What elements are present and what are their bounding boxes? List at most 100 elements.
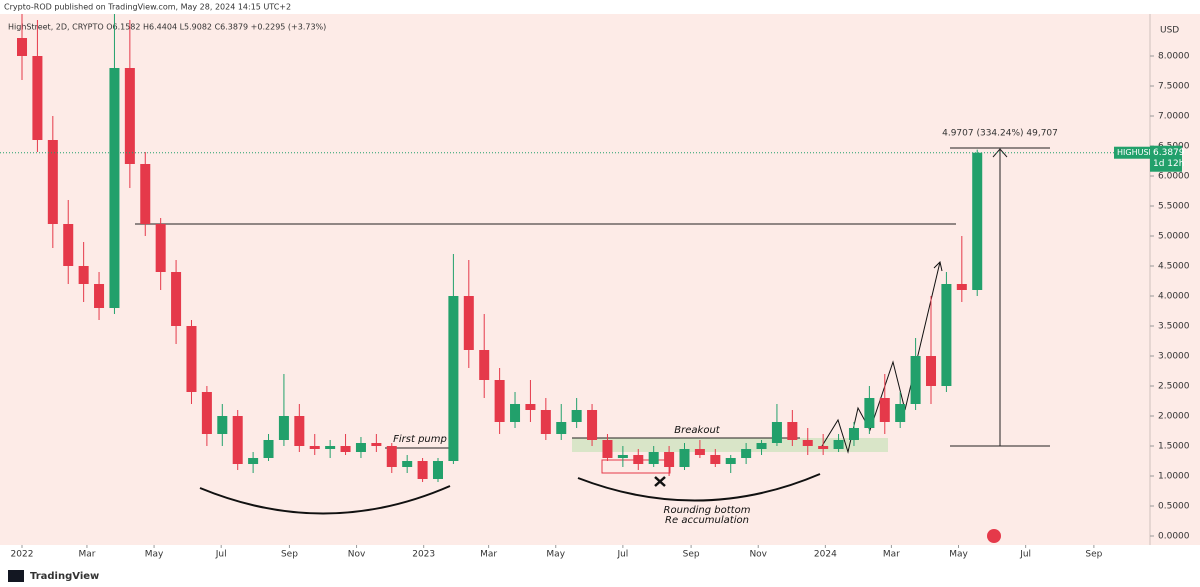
candle-body xyxy=(448,296,459,461)
candle-body xyxy=(833,440,844,449)
countdown: 1d 12h xyxy=(1153,159,1184,169)
candle-body xyxy=(895,404,906,422)
y-tick-label: 2.0000 xyxy=(1158,412,1190,422)
candle-body xyxy=(679,449,690,467)
candle-body xyxy=(263,440,274,458)
measure-label: 4.9707 (334.24%) 49,707 xyxy=(942,129,1058,139)
candle-body xyxy=(278,416,289,440)
annotation: Re accumulation xyxy=(665,515,749,526)
candle-body xyxy=(294,416,305,446)
candle-body xyxy=(510,404,521,422)
x-tick-label: 2022 xyxy=(11,550,34,560)
legend: HighStreet, 2D, CRYPTO O6.1582 H6.4404 L… xyxy=(8,23,326,32)
y-tick-label: 5.0000 xyxy=(1158,232,1190,242)
candle-body xyxy=(201,392,212,434)
candle-body xyxy=(540,410,551,434)
y-tick-label: 8.0000 xyxy=(1158,52,1190,62)
candle-body xyxy=(248,458,259,464)
candle-body xyxy=(910,356,921,404)
candle-body xyxy=(864,398,875,428)
candle-body xyxy=(155,224,166,272)
currency: USD xyxy=(1160,26,1179,36)
candle-body xyxy=(309,446,320,449)
candle-body xyxy=(664,452,675,467)
y-tick-label: 7.0000 xyxy=(1158,112,1190,122)
x-tick-label: Sep xyxy=(683,550,700,560)
y-tick-label: 3.0000 xyxy=(1158,352,1190,362)
candle-body xyxy=(124,68,135,164)
candle-body xyxy=(386,446,397,467)
candle-body xyxy=(771,422,782,443)
candle-body xyxy=(602,440,613,458)
brand: TradingView xyxy=(30,571,99,582)
candle-body xyxy=(879,398,890,422)
x-tick-label: Mar xyxy=(883,550,900,560)
footer-bar xyxy=(0,565,1200,587)
candle-body xyxy=(725,458,736,464)
x-tick-label: Jul xyxy=(1019,550,1031,560)
x-tick-label: 2023 xyxy=(412,550,435,560)
x-mark xyxy=(654,476,666,487)
candle-body xyxy=(32,56,43,140)
candle-body xyxy=(432,461,443,479)
y-tick-label: 2.5000 xyxy=(1158,382,1190,392)
candle-body xyxy=(325,446,336,449)
candle-body xyxy=(371,443,382,446)
time-axis-bar xyxy=(0,545,1200,565)
candle-body xyxy=(355,443,366,452)
measure-arrow xyxy=(992,148,1008,158)
x-tick-label: May xyxy=(949,550,968,560)
y-tick-label: 4.5000 xyxy=(1158,262,1190,272)
candle-body xyxy=(525,404,536,410)
x-tick-label: Jul xyxy=(616,550,628,560)
header-bar xyxy=(0,0,1200,14)
y-tick-label: 1.0000 xyxy=(1158,472,1190,482)
x-tick-label: Sep xyxy=(1085,550,1102,560)
x-tick-label: Mar xyxy=(78,550,95,560)
symbol-label: HIGHUSD xyxy=(1117,148,1155,157)
candle-body xyxy=(417,461,428,479)
candle-body xyxy=(571,410,582,422)
y-tick-label: 4.0000 xyxy=(1158,292,1190,302)
candle-body xyxy=(972,152,983,290)
candle-body xyxy=(802,440,813,446)
candle-body xyxy=(848,428,859,440)
candle-body xyxy=(63,224,74,266)
candle-body xyxy=(140,164,151,224)
candle-body xyxy=(587,410,598,440)
x-tick-label: Nov xyxy=(749,550,767,560)
x-tick-label: May xyxy=(145,550,164,560)
candle-body xyxy=(94,284,105,308)
candle-body xyxy=(741,449,752,458)
y-tick-label: 1.5000 xyxy=(1158,442,1190,452)
x-tick-label: Mar xyxy=(480,550,497,560)
candle-body xyxy=(17,38,28,56)
y-tick-label: 6.0000 xyxy=(1158,172,1190,182)
header: Crypto-ROD published on TradingView.com,… xyxy=(4,3,291,12)
y-tick-label: 0.5000 xyxy=(1158,502,1190,512)
candle-body xyxy=(47,140,58,224)
annotation: Rounding bottom xyxy=(664,505,751,516)
x-tick-label: Sep xyxy=(281,550,298,560)
candle-body xyxy=(217,416,228,434)
candle-body xyxy=(787,422,798,440)
candle-body xyxy=(941,284,952,386)
y-tick-label: 7.5000 xyxy=(1158,82,1190,92)
candle-body xyxy=(479,350,490,380)
y-tick-label: 3.5000 xyxy=(1158,322,1190,332)
x-tick-label: 2024 xyxy=(814,550,837,560)
annotation: First pump xyxy=(393,434,447,445)
rounding-arc xyxy=(199,485,451,515)
candles xyxy=(0,14,1150,482)
candle-body xyxy=(463,296,474,350)
candle-body xyxy=(340,446,351,452)
event-icon xyxy=(987,529,1001,543)
candle-body xyxy=(78,266,89,284)
projection-path xyxy=(821,261,941,454)
candle-body xyxy=(402,461,413,467)
annotation: Breakout xyxy=(674,425,720,436)
candle-body xyxy=(186,326,197,392)
candle-body xyxy=(617,455,628,458)
y-tick-label: 0.0000 xyxy=(1158,532,1190,542)
candle-body xyxy=(694,449,705,455)
